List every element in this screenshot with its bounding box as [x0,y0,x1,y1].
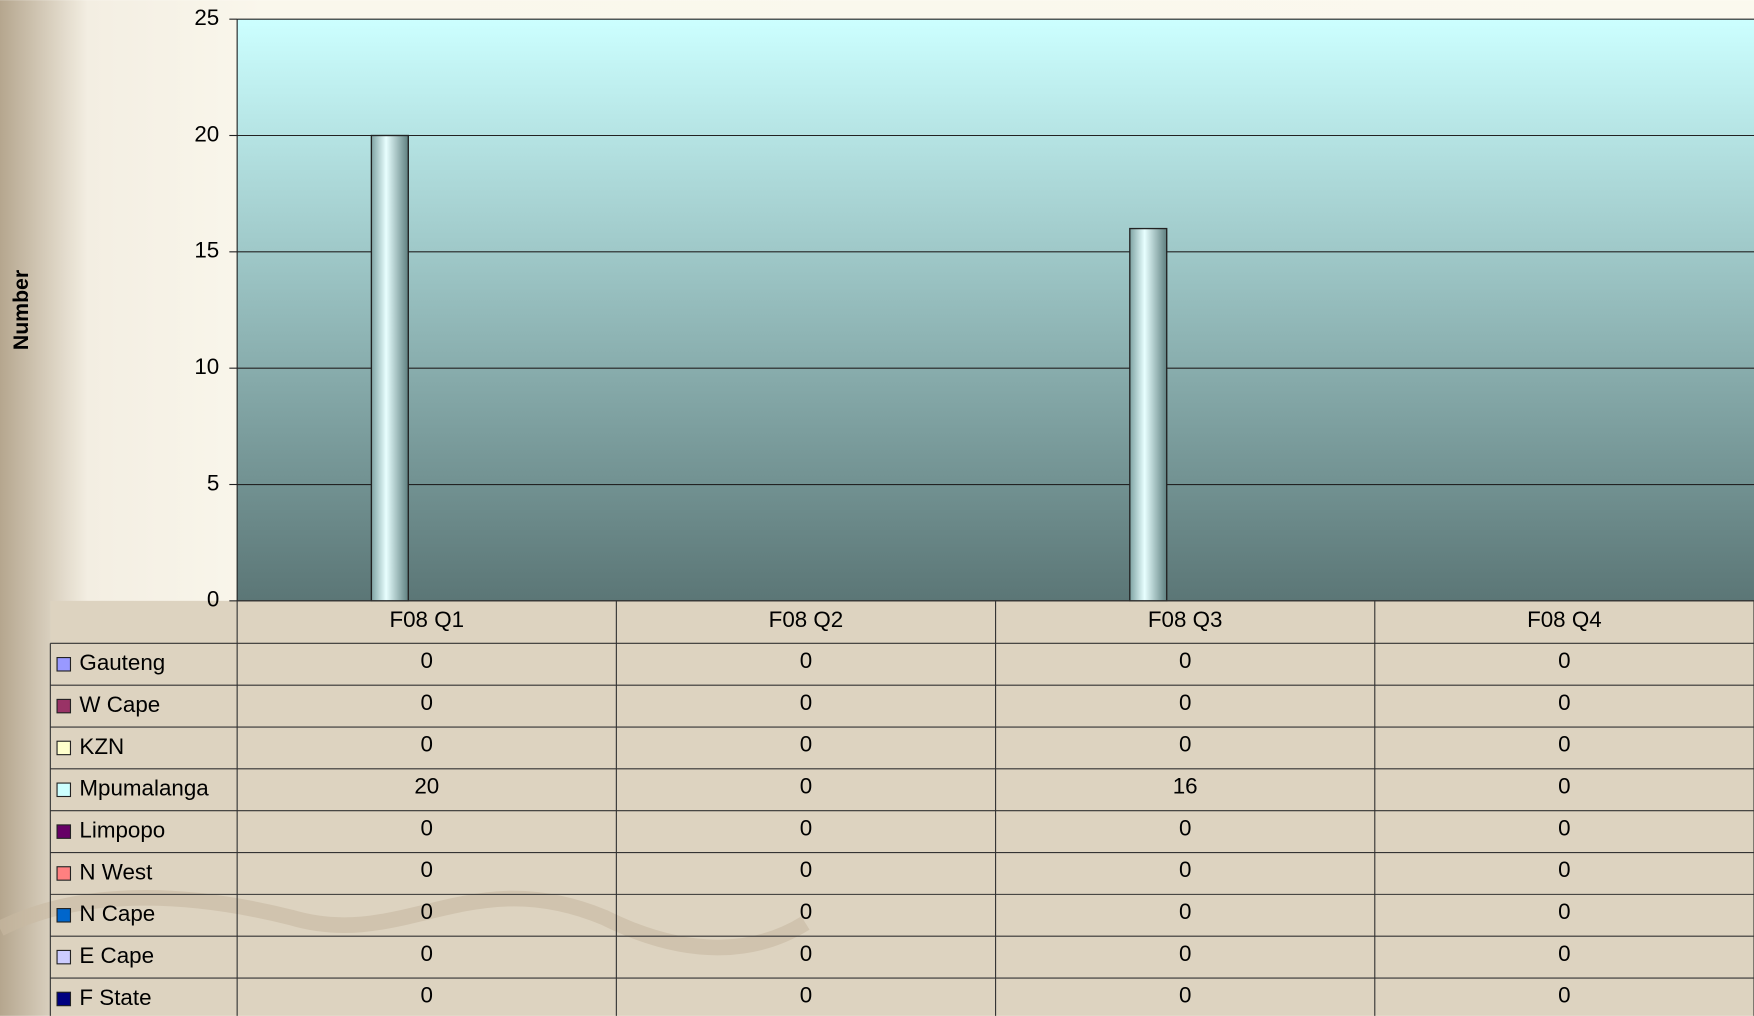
table-background [50,600,1754,1016]
table-cell: 0 [1179,732,1191,757]
table-cell: 0 [1179,941,1191,966]
x-tick-label: F08 Q2 [769,607,844,632]
table-cell: 20 [414,773,439,798]
table-cell: 0 [800,983,812,1008]
table-cell: 0 [421,690,433,715]
table-cell: 0 [1179,690,1191,715]
y-tick-label: 20 [194,121,219,146]
legend-key [56,908,72,923]
legend-label: N West [79,859,153,884]
legend-key [56,657,72,672]
table-cell: 0 [1558,899,1570,924]
legend-label: E Cape [79,943,154,968]
legend-label: N Cape [79,901,155,926]
table-cell: 0 [421,983,433,1008]
legend-key [56,991,72,1007]
table-cell: 0 [1558,732,1570,757]
table-cell: 0 [421,899,433,924]
table-cell: 0 [1558,648,1570,673]
table-cell: 0 [800,773,812,798]
table-cell: 0 [800,899,812,924]
table-cell: 0 [1558,857,1570,882]
y-axis-label: Number [9,270,33,350]
table-cell: 0 [1179,815,1191,840]
x-tick-label: F08 Q4 [1527,607,1602,632]
y-tick-label: 0 [207,587,219,612]
legend-key [56,782,72,798]
table-cell: 0 [1558,983,1570,1008]
y-tick-label: 5 [207,470,219,495]
legend-label: Mpumalanga [79,776,209,801]
legend-label: KZN [79,734,124,759]
decoration [0,890,810,956]
table-cell: 0 [1558,773,1570,798]
legend-key [56,698,72,714]
legend-label: Gauteng [79,650,165,675]
table-cell: 0 [800,815,812,840]
table-cell: 0 [1558,815,1570,840]
legend-label: F State [79,985,151,1010]
table-cell: 0 [1179,899,1191,924]
legend-key [56,949,72,965]
table-cell: 0 [800,690,812,715]
table-cell: 0 [421,857,433,882]
table-cell: 0 [1179,983,1191,1008]
table-cell: 0 [1558,941,1570,966]
y-tick-label: 25 [194,5,219,30]
table-cell: 0 [1558,690,1570,715]
legend-key [56,740,72,756]
table-cell: 0 [800,648,812,673]
table-cell: 16 [1173,773,1198,798]
bar [370,134,409,602]
table-cell: 0 [421,732,433,757]
y-tick-label: 10 [194,354,219,379]
table-cell: 0 [421,648,433,673]
legend-key [56,824,72,839]
table-cell: 0 [800,857,812,882]
table-cell: 0 [800,941,812,966]
legend-label: W Cape [79,692,160,717]
legend-label: Limpopo [79,818,165,843]
bar [1129,227,1168,602]
table-cell: 0 [800,732,812,757]
legend-key [56,866,72,881]
table-cell: 0 [1179,857,1191,882]
table-cell: 0 [1179,648,1191,673]
x-tick-label: F08 Q1 [389,607,464,632]
table-cell: 0 [421,815,433,840]
y-tick-label: 15 [194,238,219,263]
x-tick-label: F08 Q3 [1148,607,1223,632]
table-cell: 0 [421,941,433,966]
plot-area [237,19,1754,601]
